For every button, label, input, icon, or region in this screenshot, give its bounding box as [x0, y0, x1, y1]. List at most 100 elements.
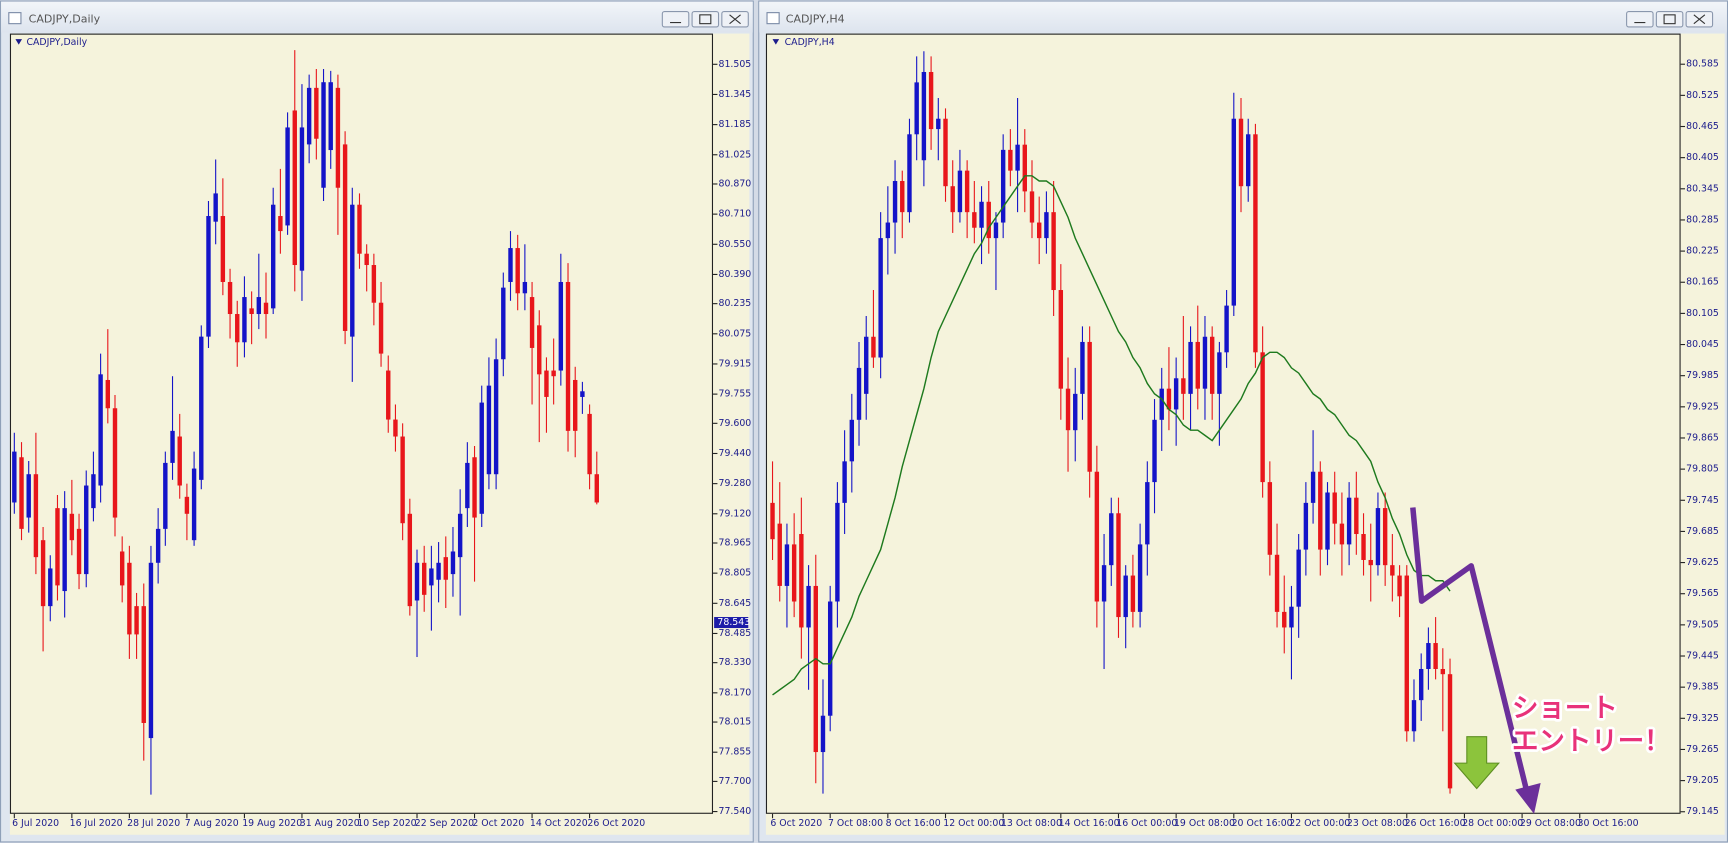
candle-body — [486, 385, 492, 475]
candle-body — [1411, 700, 1417, 732]
x-tick-label: 22 Oct 00:00 — [1289, 818, 1350, 829]
candle-body — [1036, 222, 1042, 239]
y-tick-label: 78.170 — [719, 687, 752, 698]
candle-body — [928, 71, 934, 130]
candle-body — [594, 474, 599, 503]
chart-menu-icon[interactable] — [15, 39, 23, 45]
chart-area — [765, 33, 1725, 835]
candle-body — [885, 222, 891, 239]
candle-body — [587, 413, 592, 475]
candle-body — [112, 408, 118, 518]
y-tick-label: 80.285 — [1686, 214, 1719, 225]
trade-annotation: ショート エントリー！ — [1410, 507, 1673, 814]
candle-body — [407, 513, 413, 607]
minimize-button[interactable] — [1626, 10, 1654, 28]
candle-body — [40, 540, 46, 607]
candle-body — [1260, 352, 1265, 483]
candle-body — [321, 82, 326, 188]
candle-body — [849, 419, 855, 462]
x-tick-label: 16 Oct 00:00 — [1116, 818, 1177, 829]
candle-body — [342, 144, 348, 331]
candle-body — [263, 302, 269, 315]
candle-body — [1109, 513, 1114, 566]
y-tick-label: 80.465 — [1686, 121, 1719, 132]
candle-body — [770, 502, 775, 540]
candle-body — [33, 474, 39, 558]
candle-body — [784, 544, 790, 586]
candle-body — [1145, 482, 1150, 545]
candle-body — [1332, 492, 1337, 524]
y-tick-label: 79.625 — [1686, 557, 1719, 568]
candle-body — [371, 265, 377, 303]
minimize-button[interactable] — [661, 10, 690, 28]
candle-body — [871, 336, 876, 358]
candle-body — [493, 359, 499, 475]
candle-body — [1166, 388, 1172, 410]
chart-label: CADJPY,Daily — [26, 37, 87, 48]
candle-body — [1202, 336, 1208, 389]
candle-body — [414, 562, 420, 601]
icon — [1663, 14, 1676, 25]
candle-body — [364, 253, 369, 266]
annotation-text: エントリー！ — [1512, 726, 1671, 757]
candle-body — [69, 513, 75, 541]
x-tick-label: 8 Oct 16:00 — [886, 818, 941, 829]
candle-body — [827, 601, 833, 716]
maximize-button[interactable] — [1655, 10, 1684, 28]
y-tick-label: 80.405 — [1686, 152, 1719, 163]
down-arrow-icon — [1453, 736, 1500, 790]
y-tick-label: 77.855 — [719, 747, 752, 758]
candle-body — [558, 281, 564, 371]
y-tick-label: 80.235 — [719, 298, 752, 309]
axes: 81.505 81.345 81.185 81.025 80.870 80.710 80.5… — [12, 59, 1719, 829]
candle-body — [777, 523, 782, 586]
y-tick-label: 79.805 — [1686, 464, 1719, 475]
y-tick-label: 79.925 — [1686, 401, 1719, 412]
x-tick-label: 16 Jul 2020 — [70, 818, 123, 829]
candle-body — [141, 606, 146, 723]
candle-body — [1094, 471, 1100, 602]
y-tick-label: 78.645 — [719, 598, 752, 609]
current-price-label: 78.543 — [717, 617, 750, 628]
candle-body — [565, 281, 571, 431]
chart-menu-icon[interactable] — [772, 39, 780, 45]
y-tick-label: 81.505 — [719, 59, 752, 70]
y-tick-label: 80.585 — [1686, 59, 1719, 70]
icon — [729, 14, 741, 25]
candle-body — [1101, 565, 1107, 602]
candle-body — [76, 528, 82, 575]
candle-body — [1000, 149, 1006, 223]
candle-body — [278, 216, 283, 232]
icon — [699, 14, 712, 25]
candle-body — [26, 474, 31, 518]
x-tick-label: 12 Oct 00:00 — [943, 818, 1004, 829]
candle-body — [1152, 419, 1157, 483]
candle-body — [256, 297, 262, 315]
candle-body — [191, 468, 197, 541]
candle-body — [105, 379, 111, 409]
candle-body — [350, 204, 355, 337]
candle-body — [957, 170, 963, 213]
candle-body — [386, 370, 391, 420]
window-title: CADJPY,H4 — [786, 12, 845, 25]
candle-body — [443, 557, 448, 580]
x-tick-label: 30 Oct 16:00 — [1578, 818, 1639, 829]
candle-body — [227, 281, 233, 315]
candle-body — [921, 71, 927, 161]
x-tick-label: 7 Aug 2020 — [185, 818, 239, 829]
candle-body — [457, 513, 463, 558]
candle-body — [515, 248, 520, 294]
candle-body — [314, 87, 319, 139]
candle-body — [1087, 341, 1092, 472]
chart-area — [9, 33, 750, 835]
x-tick-label: 28 Oct 00:00 — [1462, 818, 1523, 829]
current-price-box — [714, 617, 749, 629]
candle-body — [249, 308, 254, 315]
y-tick-label: 81.185 — [719, 119, 752, 130]
candle-body — [1382, 508, 1388, 566]
maximize-button[interactable] — [691, 10, 720, 28]
candle-body — [170, 430, 175, 463]
candle-body — [465, 462, 470, 509]
candle-body — [1361, 534, 1366, 560]
